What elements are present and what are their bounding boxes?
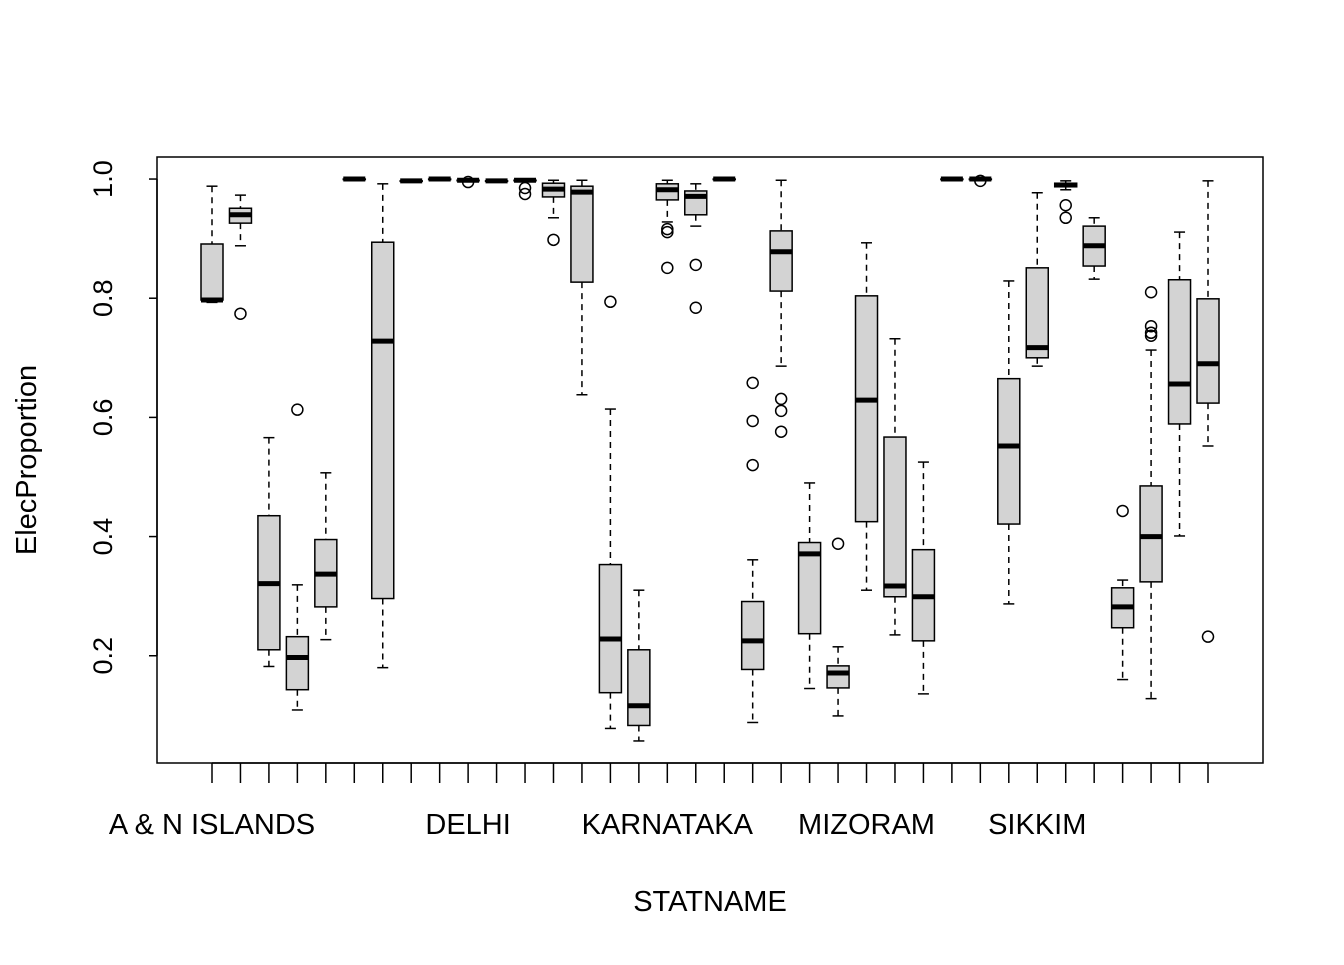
boxes-layer [200,174,1220,742]
outlier-point [1059,199,1072,212]
box-26 [911,461,936,695]
iqr-box [854,295,879,523]
box-7 [370,183,395,669]
outlier-point [689,258,703,272]
x-tick-label: DELHI [425,809,510,841]
outlier-point [1201,630,1215,643]
outlier-point [661,225,674,239]
outlier-point [774,404,788,418]
iqr-box [883,436,907,598]
box-24 [854,242,879,591]
iqr-box [826,665,850,689]
y-tick-label: 0.8 [88,279,118,317]
outlier-point [831,537,845,550]
iqr-box [1196,298,1220,404]
box-11 [484,178,509,184]
iqr-box [1167,278,1192,425]
outlier-point [518,181,532,195]
box-16 [627,589,651,742]
iqr-box [997,377,1021,525]
box-30 [1025,192,1050,367]
iqr-box [570,185,594,283]
outlier-point [291,403,304,416]
outlier-point [518,187,532,201]
outlier-point [1144,319,1158,333]
outlier-point [1059,211,1072,225]
outlier-point [461,175,475,189]
outlier-point [774,392,788,406]
box-3 [257,436,281,668]
outlier-point [604,295,617,309]
outlier-point [547,233,560,247]
outlier-point [774,425,788,438]
box-2 [228,194,253,320]
outlier-point [1144,286,1158,299]
outlier-point [661,222,674,236]
x-tick-label: A & N ISLANDS [109,809,315,841]
outlier-point [234,307,247,320]
outlier-point [974,174,987,188]
y-axis: 0.2 0.4 0.6 0.8 1.0 [88,160,158,675]
box-22 [797,482,822,690]
box-17 [655,179,680,275]
box-36 [1196,180,1220,643]
iqr-box [797,541,822,635]
outlier-point [746,414,759,428]
iqr-box [769,230,793,292]
box-12 [513,177,537,201]
box-29 [997,280,1021,605]
box-32 [1082,217,1106,280]
box-8 [399,178,423,184]
outlier-point [1116,504,1129,518]
y-tick-label: 0.6 [88,399,118,437]
y-tick-label: 0.2 [88,637,118,675]
box-34 [1139,286,1163,700]
outlier-point [1144,329,1158,343]
iqr-box [200,243,224,301]
box-10 [456,175,480,189]
box-13 [541,179,566,247]
x-tick-label: KARNATAKA [582,809,754,841]
y-axis-label: ElecProportion [11,365,43,555]
x-axis: A & N ISLANDS DELHI KARNATAKA MIZORAM SIKKIM [109,762,1209,841]
box-35 [1167,231,1192,537]
outlier-point [1144,326,1158,340]
box-31 [1053,180,1078,225]
box-1 [200,185,224,304]
box-20 [740,376,765,724]
x-tick-label: MIZORAM [798,809,935,841]
box-25 [883,337,907,636]
box-5 [314,472,338,641]
box-23 [826,537,850,717]
box-14 [570,179,594,396]
box-9 [427,176,452,182]
x-axis-label: STATNAME [633,886,787,918]
iqr-box [627,649,651,727]
x-tick-label: SIKKIM [988,809,1086,841]
box-27 [940,176,964,182]
iqr-box [285,635,310,691]
box-4 [285,403,310,711]
box-21 [769,179,793,438]
box-33 [1110,504,1135,681]
outlier-point [689,301,703,315]
iqr-box [1025,267,1050,359]
iqr-box [1139,485,1163,583]
outlier-point [746,376,759,390]
outlier-point [746,458,759,472]
y-tick-label: 0.4 [88,518,118,556]
iqr-box [740,600,765,671]
iqr-box [598,563,623,694]
outlier-point [661,261,674,275]
box-15 [598,295,623,730]
y-tick-label: 1.0 [88,160,118,198]
box-28 [968,174,993,188]
box-18 [684,183,708,315]
box-19 [712,176,736,182]
box-6 [342,176,367,182]
iqr-box [370,241,395,600]
